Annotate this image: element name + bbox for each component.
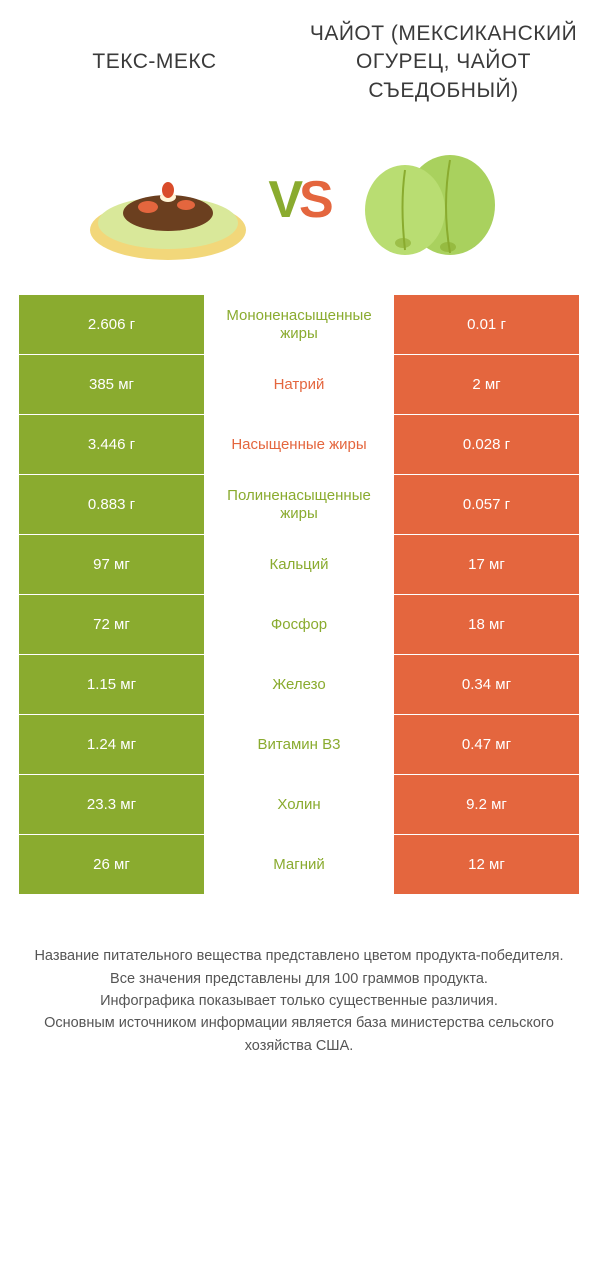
left-value: 0.883 г (19, 475, 204, 534)
right-value: 0.47 мг (394, 715, 579, 774)
right-value: 0.028 г (394, 415, 579, 474)
right-value: 2 мг (394, 355, 579, 414)
table-row: 385 мгНатрий2 мг (19, 355, 579, 414)
right-value: 9.2 мг (394, 775, 579, 834)
table-row: 3.446 гНасыщенные жиры0.028 г (19, 415, 579, 474)
nutrient-label: Полиненасыщенные жиры (204, 475, 394, 534)
table-row: 0.883 гПолиненасыщенные жиры0.057 г (19, 475, 579, 534)
tex-mex-image (78, 135, 258, 265)
left-value: 3.446 г (19, 415, 204, 474)
left-value: 385 мг (19, 355, 204, 414)
nutrient-label: Кальций (204, 535, 394, 594)
table-row: 1.15 мгЖелезо0.34 мг (19, 655, 579, 714)
table-row: 72 мгФосфор18 мг (19, 595, 579, 654)
chayote-image (340, 135, 520, 265)
right-value: 0.34 мг (394, 655, 579, 714)
nutrient-label: Мононенасыщенные жиры (204, 295, 394, 354)
footer-line: Название питательного вещества представл… (20, 945, 578, 967)
vs-letter-v: V (268, 171, 299, 229)
left-value: 26 мг (19, 835, 204, 894)
table-row: 1.24 мгВитамин B30.47 мг (19, 715, 579, 774)
images-row: VS (0, 115, 598, 295)
nutrient-label: Натрий (204, 355, 394, 414)
footer-line: Инфографика показывает только существенн… (20, 990, 578, 1012)
right-product-title: ЧАЙОТ (МЕКСИКАНСКИЙ ОГУРЕЦ, ЧАЙОТ СЪЕДОБ… (299, 20, 588, 105)
right-value: 0.01 г (394, 295, 579, 354)
header: ТЕКС-МЕКС ЧАЙОТ (МЕКСИКАНСКИЙ ОГУРЕЦ, ЧА… (0, 0, 598, 115)
nutrient-table: 2.606 гМононенасыщенные жиры0.01 г385 мг… (19, 295, 579, 894)
left-value: 1.15 мг (19, 655, 204, 714)
left-value: 72 мг (19, 595, 204, 654)
table-row: 97 мгКальций17 мг (19, 535, 579, 594)
left-product-title: ТЕКС-МЕКС (10, 48, 299, 76)
right-value: 0.057 г (394, 475, 579, 534)
nutrient-label: Фосфор (204, 595, 394, 654)
right-value: 18 мг (394, 595, 579, 654)
nutrient-label: Витамин B3 (204, 715, 394, 774)
left-value: 1.24 мг (19, 715, 204, 774)
footer-notes: Название питательного вещества представл… (0, 895, 598, 1077)
table-row: 26 мгМагний12 мг (19, 835, 579, 894)
right-value: 17 мг (394, 535, 579, 594)
vs-badge: VS (268, 170, 329, 230)
footer-line: Основным источником информации является … (20, 1012, 578, 1057)
footer-line: Все значения представлены для 100 граммо… (20, 968, 578, 990)
vs-letter-s: S (299, 171, 330, 229)
table-row: 2.606 гМононенасыщенные жиры0.01 г (19, 295, 579, 354)
left-value: 97 мг (19, 535, 204, 594)
right-value: 12 мг (394, 835, 579, 894)
table-row: 23.3 мгХолин9.2 мг (19, 775, 579, 834)
nutrient-label: Насыщенные жиры (204, 415, 394, 474)
nutrient-label: Магний (204, 835, 394, 894)
left-value: 23.3 мг (19, 775, 204, 834)
nutrient-label: Холин (204, 775, 394, 834)
nutrient-label: Железо (204, 655, 394, 714)
left-value: 2.606 г (19, 295, 204, 354)
